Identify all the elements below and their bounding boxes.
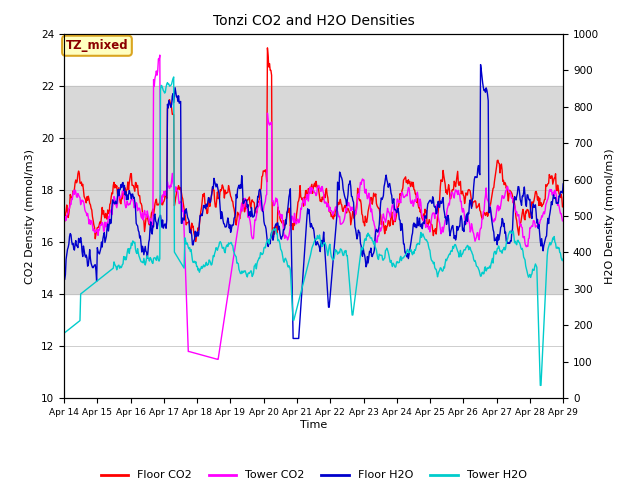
Floor CO2	[172, 199, 179, 205]
Floor CO2	[376, 205, 383, 211]
Tower H2O	[69, 323, 77, 329]
Floor H2O	[69, 240, 77, 246]
Tower CO2	[214, 357, 221, 362]
Title: Tonzi CO2 and H2O Densities: Tonzi CO2 and H2O Densities	[212, 14, 415, 28]
Line: Tower H2O: Tower H2O	[64, 77, 563, 385]
Tower H2O	[198, 265, 206, 271]
Tower H2O	[170, 74, 177, 80]
Floor CO2	[69, 188, 77, 194]
Tower H2O	[172, 252, 180, 257]
Tower CO2	[69, 190, 77, 196]
Floor CO2	[264, 45, 271, 51]
Tower CO2	[390, 208, 397, 214]
Text: TZ_mixed: TZ_mixed	[66, 39, 128, 52]
Floor H2O	[374, 227, 382, 232]
Tower CO2	[172, 184, 180, 190]
Floor CO2	[390, 218, 397, 224]
X-axis label: Time: Time	[300, 420, 327, 430]
Floor CO2	[192, 239, 200, 244]
Tower H2O	[60, 330, 68, 336]
Floor H2O	[389, 199, 397, 204]
Floor H2O	[120, 182, 128, 188]
Tower H2O	[559, 255, 567, 261]
Tower CO2	[376, 230, 383, 236]
Tower CO2	[156, 52, 164, 58]
Floor CO2	[559, 203, 567, 208]
Floor H2O	[172, 85, 179, 91]
Y-axis label: H2O Density (mmol/m3): H2O Density (mmol/m3)	[605, 148, 614, 284]
Tower CO2	[60, 218, 68, 224]
Y-axis label: CO2 Density (mmol/m3): CO2 Density (mmol/m3)	[26, 148, 35, 284]
Tower CO2	[198, 352, 206, 358]
Tower CO2	[559, 218, 567, 224]
Line: Floor H2O: Floor H2O	[64, 65, 563, 338]
Floor H2O	[289, 336, 297, 341]
Tower H2O	[536, 383, 544, 388]
Floor CO2	[198, 199, 206, 204]
Line: Tower CO2: Tower CO2	[64, 55, 563, 360]
Floor H2O	[477, 62, 484, 68]
Tower H2O	[120, 257, 128, 263]
Tower H2O	[389, 260, 397, 266]
Floor CO2	[60, 218, 68, 224]
Tower H2O	[374, 257, 382, 263]
Floor CO2	[120, 186, 128, 192]
Tower CO2	[120, 196, 128, 202]
Legend: Floor CO2, Tower CO2, Floor H2O, Tower H2O: Floor CO2, Tower CO2, Floor H2O, Tower H…	[96, 466, 531, 480]
Line: Floor CO2: Floor CO2	[64, 48, 563, 241]
Floor H2O	[60, 276, 68, 282]
Bar	[64, 86, 563, 294]
Floor H2O	[198, 211, 205, 217]
Floor H2O	[559, 181, 567, 187]
